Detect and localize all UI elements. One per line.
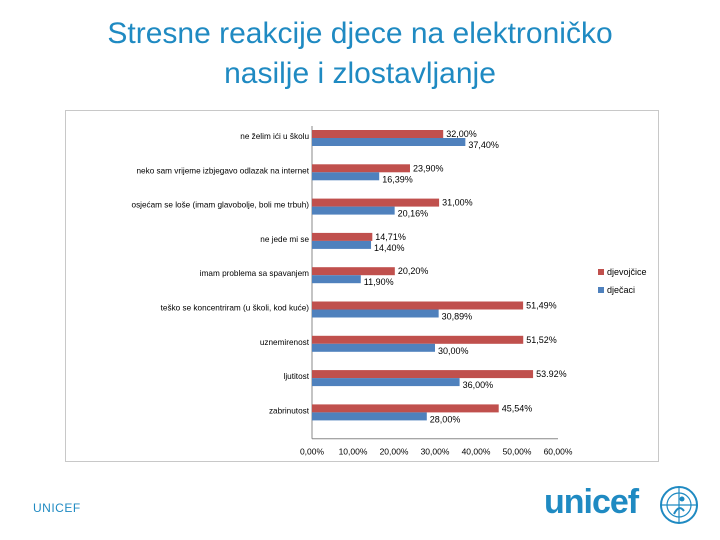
data-label: 20,16% bbox=[398, 209, 429, 219]
data-label: 31,00% bbox=[442, 198, 473, 208]
category-label: uznemirenost bbox=[260, 338, 310, 347]
category-label: ne jede mi se bbox=[260, 235, 309, 244]
bar-girls bbox=[312, 335, 524, 344]
slide-title-line-1: Stresne reakcije djece na elektroničko bbox=[107, 17, 613, 50]
chart-frame: ne želim ići u školu 32,00% 37,40% neko sam… bbox=[65, 110, 659, 462]
category-label: zabrinutost bbox=[269, 406, 310, 415]
category-label: ljutitost bbox=[284, 372, 310, 381]
bar-girls bbox=[312, 232, 373, 241]
legend-swatch bbox=[598, 287, 604, 293]
data-label: 51,52% bbox=[526, 335, 557, 345]
data-label: 51,49% bbox=[526, 301, 557, 311]
legend-label: dječaci bbox=[607, 285, 635, 295]
data-label: 32,00% bbox=[446, 129, 477, 139]
bar-boys bbox=[312, 240, 372, 249]
data-label: 45,54% bbox=[502, 403, 533, 413]
bar-girls bbox=[312, 370, 534, 379]
x-tick-label: 50,00% bbox=[503, 447, 532, 457]
x-tick-label: 20,00% bbox=[380, 447, 409, 457]
x-tick-label: 30,00% bbox=[421, 447, 450, 457]
bar-boys bbox=[312, 206, 395, 215]
bar-girls bbox=[312, 198, 440, 207]
bar-boys bbox=[312, 309, 439, 318]
x-tick-label: 0,00% bbox=[300, 447, 325, 457]
unicef-logo: unicef bbox=[544, 483, 704, 524]
bar-girls bbox=[312, 267, 395, 276]
footer-unicef-label: UNICEF bbox=[33, 501, 81, 515]
data-label: 36,00% bbox=[463, 380, 494, 390]
data-label: 30,00% bbox=[438, 346, 469, 356]
data-label: 37,40% bbox=[468, 140, 499, 150]
data-label: 53.92% bbox=[536, 369, 567, 379]
unicef-emblem-icon bbox=[660, 486, 698, 524]
category-label: ne želim ići u školu bbox=[240, 132, 309, 141]
data-label: 20,20% bbox=[398, 266, 429, 276]
slide-title: Stresne reakcije djece na elektroničko n… bbox=[0, 14, 720, 94]
category-label: neko sam vrijeme izbjegavo odlazak na in… bbox=[137, 166, 310, 175]
data-label: 11,90% bbox=[364, 277, 394, 287]
x-tick-label: 60,00% bbox=[544, 447, 573, 457]
bar-boys bbox=[312, 138, 466, 146]
bar-girls bbox=[312, 164, 410, 173]
category-label: osjećam se loše (imam glavobolje, boli m… bbox=[132, 201, 310, 210]
category-label: imam problema sa spavanjem bbox=[200, 269, 309, 278]
data-label: 23,90% bbox=[413, 163, 444, 173]
bar-boys bbox=[312, 172, 380, 181]
bar-boys bbox=[312, 343, 435, 352]
data-label: 16,39% bbox=[382, 174, 413, 184]
unicef-logo-wordmark: unicef bbox=[544, 483, 639, 521]
bar-boys bbox=[312, 275, 361, 284]
data-label: 28,00% bbox=[430, 414, 461, 424]
slide-title-line-2: nasilje i zlostavljanje bbox=[224, 57, 496, 90]
data-label: 30,89% bbox=[442, 312, 473, 322]
legend-swatch bbox=[598, 269, 604, 275]
data-label: 14,71% bbox=[375, 232, 406, 242]
data-label: 14,40% bbox=[374, 243, 405, 253]
x-tick-label: 40,00% bbox=[462, 447, 491, 457]
category-label: teško se koncentriram (u školi, kod kuće… bbox=[161, 304, 310, 313]
bar-boys bbox=[312, 378, 460, 387]
legend-label: djevojčice bbox=[607, 267, 647, 277]
bar-chart: ne želim ići u školu 32,00%37,40% neko sam… bbox=[132, 126, 647, 457]
x-tick-label: 10,00% bbox=[339, 447, 368, 457]
bar-girls bbox=[312, 404, 499, 413]
bar-girls bbox=[312, 130, 444, 138]
bar-girls bbox=[312, 301, 524, 310]
bar-boys bbox=[312, 412, 427, 421]
